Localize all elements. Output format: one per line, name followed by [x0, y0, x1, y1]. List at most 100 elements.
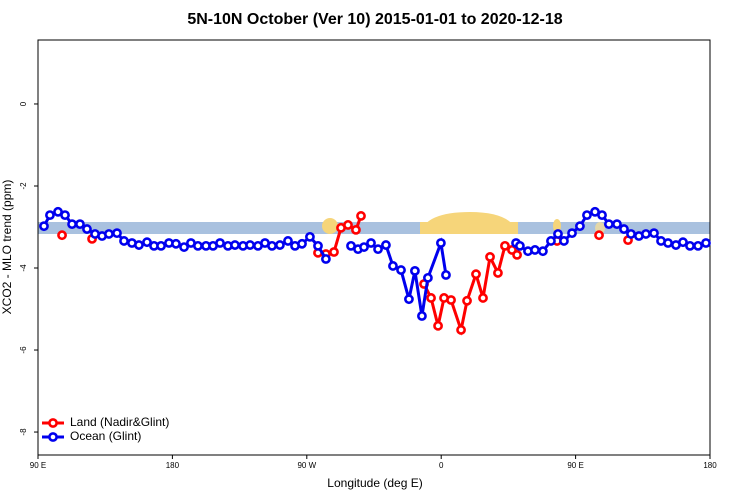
x-tick-label: 90 E [30, 461, 46, 470]
data-point [485, 252, 495, 262]
data-point [57, 230, 67, 241]
y-tick-label: -6 [19, 346, 28, 354]
x-tick-label: 90 W [297, 461, 316, 470]
x-tick-label: 0 [439, 461, 444, 470]
x-tick-label: 180 [166, 461, 180, 470]
data-point [388, 261, 398, 271]
data-point [305, 231, 315, 242]
data-point [230, 240, 240, 250]
data-point [313, 240, 323, 251]
data-point [112, 228, 122, 239]
data-point [359, 242, 369, 252]
ocean-band [38, 222, 710, 234]
data-point [67, 219, 77, 230]
data-point [404, 294, 414, 305]
data-point [39, 221, 49, 232]
data-point [456, 325, 466, 335]
data-point [104, 229, 114, 239]
data-point [559, 236, 569, 246]
data-point [619, 224, 629, 234]
data-point [546, 236, 556, 246]
data-point [381, 240, 391, 250]
data-point [329, 247, 339, 257]
data-point [582, 210, 592, 221]
data-point [215, 238, 225, 248]
data-point [171, 238, 181, 249]
data-point [500, 240, 510, 251]
data-point [575, 221, 585, 232]
data-point [351, 224, 361, 235]
data-point [423, 272, 433, 283]
data-point [283, 236, 293, 246]
data-point [701, 238, 711, 248]
legend-marker [48, 418, 58, 428]
data-point [597, 210, 607, 221]
data-point [462, 295, 472, 306]
data-point [471, 269, 481, 280]
data-point [594, 230, 604, 241]
data-point [45, 210, 55, 221]
data-point [275, 240, 285, 250]
plot-frame [37, 39, 711, 456]
data-point [604, 219, 614, 230]
land-patch [420, 222, 518, 234]
data-point [119, 236, 129, 246]
land-patch [322, 218, 338, 234]
data-point [373, 244, 383, 255]
data-point [441, 270, 451, 280]
data-point [321, 254, 331, 264]
legend-label: Ocean (Glint) [70, 429, 141, 443]
data-point [436, 238, 446, 248]
data-point [75, 219, 85, 230]
y-tick-label: -8 [19, 428, 28, 436]
data-point [663, 238, 673, 248]
series-line [422, 243, 519, 336]
data-point [537, 246, 548, 257]
data-point [446, 295, 456, 305]
data-point [396, 265, 406, 275]
data-point [478, 293, 488, 303]
y-tick-label: 0 [19, 101, 28, 106]
data-point [297, 238, 307, 249]
data-point [356, 211, 366, 221]
data-point [553, 229, 563, 239]
data-point [685, 240, 695, 251]
series [39, 206, 711, 321]
data-point [567, 228, 577, 239]
chart-title: 5N-10N October (Ver 10) 2015-01-01 to 20… [187, 11, 562, 28]
data-point [60, 210, 70, 221]
data-point [612, 219, 622, 230]
data-point [343, 220, 353, 230]
data-point [142, 237, 152, 248]
data-point [641, 229, 651, 239]
y-tick-label: -2 [19, 182, 28, 190]
data-point [693, 240, 703, 251]
data-point [267, 240, 277, 251]
data-point [678, 237, 688, 248]
x-tick-label: 180 [703, 461, 717, 470]
data-point [193, 240, 203, 251]
x-axis-label: Longitude (deg E) [327, 476, 422, 490]
data-point [530, 245, 540, 255]
series-line [42, 210, 328, 260]
data-point [410, 265, 420, 276]
legend: Land (Nadir&Glint)Ocean (Glint) [42, 415, 169, 443]
data-point [366, 238, 376, 248]
legend-marker [48, 432, 58, 442]
data-point [626, 229, 636, 239]
data-point [514, 240, 525, 251]
data-point [417, 311, 427, 321]
data-point [156, 240, 166, 251]
data-point [512, 249, 522, 260]
data-point [649, 228, 659, 239]
background-band [38, 212, 710, 234]
y-tick-label: -4 [19, 264, 28, 272]
legend-label: Land (Nadir&Glint) [70, 415, 169, 429]
data-point [245, 240, 255, 250]
data-point [134, 240, 144, 250]
data-point [82, 224, 92, 234]
data-point [433, 320, 443, 331]
data-point [179, 242, 189, 252]
x-tick-label: 90 E [567, 461, 583, 470]
data-point [426, 293, 436, 303]
